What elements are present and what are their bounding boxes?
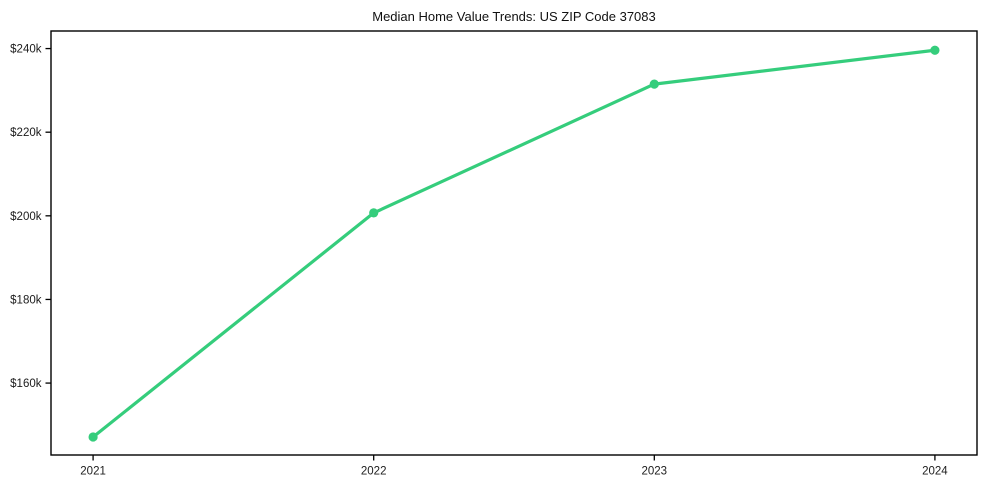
data-point-marker xyxy=(88,432,98,442)
y-tick-label: $200k xyxy=(10,211,42,223)
x-tick-label: 2021 xyxy=(80,466,106,478)
data-point-marker xyxy=(930,45,940,55)
y-tick-label: $160k xyxy=(10,378,42,390)
x-tick-label: 2024 xyxy=(922,466,948,478)
data-point-marker xyxy=(369,208,379,218)
y-tick-label: $180k xyxy=(10,294,42,306)
data-point-marker xyxy=(649,79,659,89)
x-tick-label: 2022 xyxy=(361,466,387,478)
chart-title: Median Home Value Trends: US ZIP Code 37… xyxy=(372,9,656,24)
y-tick-label: $240k xyxy=(10,44,42,56)
trend-line xyxy=(91,48,937,439)
axes-frame xyxy=(50,30,978,456)
x-tick-label: 2023 xyxy=(642,466,668,478)
y-tick-label: $220k xyxy=(10,127,42,139)
plot-area: $160k $180k $200k $220k $240k 2021 2022 2023 202… xyxy=(10,30,978,478)
